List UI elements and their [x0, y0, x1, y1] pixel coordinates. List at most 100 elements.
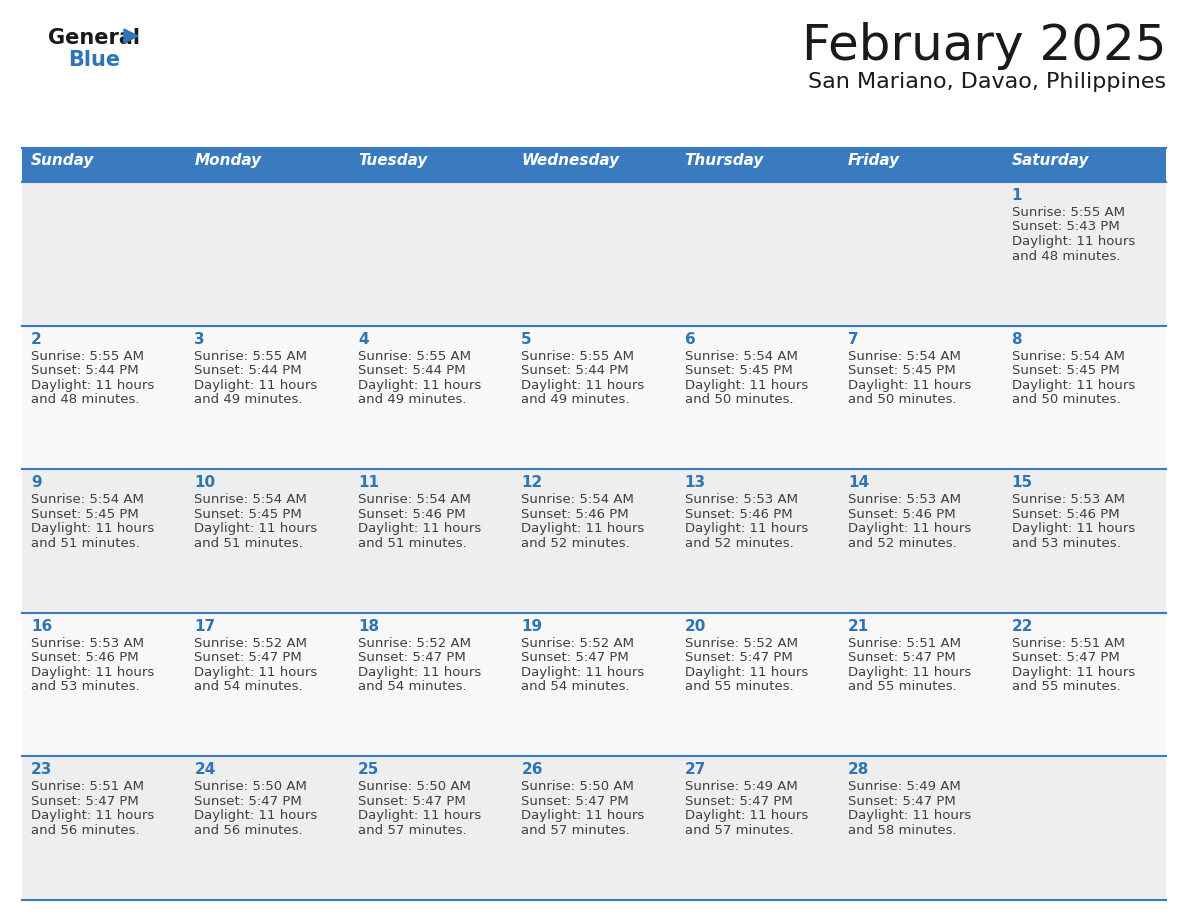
Bar	[185, 326, 349, 469]
Bar	[1003, 613, 1165, 756]
Text: and 55 minutes.: and 55 minutes.	[848, 680, 956, 693]
Text: 4: 4	[358, 331, 368, 347]
Bar	[349, 326, 512, 469]
Text: Sunrise: 5:49 AM: Sunrise: 5:49 AM	[684, 780, 797, 793]
Text: Sunset: 5:47 PM: Sunset: 5:47 PM	[522, 795, 628, 808]
Text: Sunset: 5:47 PM: Sunset: 5:47 PM	[684, 651, 792, 665]
Text: 17: 17	[195, 619, 215, 633]
Text: and 57 minutes.: and 57 minutes.	[358, 823, 467, 837]
Text: Daylight: 11 hours: Daylight: 11 hours	[31, 522, 154, 535]
Text: Sunset: 5:47 PM: Sunset: 5:47 PM	[1011, 651, 1119, 665]
Text: Thursday: Thursday	[684, 153, 764, 168]
Text: Daylight: 11 hours: Daylight: 11 hours	[358, 378, 481, 392]
Text: Sunset: 5:46 PM: Sunset: 5:46 PM	[358, 508, 466, 521]
Text: 2: 2	[31, 331, 42, 347]
Text: Sunset: 5:46 PM: Sunset: 5:46 PM	[848, 508, 956, 521]
Text: 22: 22	[1011, 619, 1034, 633]
Text: 12: 12	[522, 476, 543, 490]
Text: 11: 11	[358, 476, 379, 490]
Bar	[23, 756, 185, 900]
Bar	[1003, 326, 1165, 469]
Text: 5: 5	[522, 331, 532, 347]
Text: Sunset: 5:44 PM: Sunset: 5:44 PM	[195, 364, 302, 377]
Bar	[512, 613, 676, 756]
Text: Sunrise: 5:55 AM: Sunrise: 5:55 AM	[522, 350, 634, 363]
Text: Sunset: 5:47 PM: Sunset: 5:47 PM	[848, 795, 956, 808]
Text: and 54 minutes.: and 54 minutes.	[195, 680, 303, 693]
Bar	[839, 326, 1003, 469]
Bar	[512, 469, 676, 613]
Text: Daylight: 11 hours: Daylight: 11 hours	[1011, 378, 1135, 392]
Text: Sunrise: 5:54 AM: Sunrise: 5:54 AM	[1011, 350, 1125, 363]
Text: and 53 minutes.: and 53 minutes.	[31, 680, 140, 693]
Text: Daylight: 11 hours: Daylight: 11 hours	[195, 666, 317, 678]
Text: Sunset: 5:47 PM: Sunset: 5:47 PM	[358, 651, 466, 665]
Text: 10: 10	[195, 476, 215, 490]
Text: 26: 26	[522, 763, 543, 778]
Bar	[349, 756, 512, 900]
Text: Sunset: 5:43 PM: Sunset: 5:43 PM	[1011, 220, 1119, 233]
Bar	[839, 469, 1003, 613]
Text: Daylight: 11 hours: Daylight: 11 hours	[848, 810, 972, 823]
Text: and 54 minutes.: and 54 minutes.	[358, 680, 467, 693]
Bar	[349, 469, 512, 613]
Text: 14: 14	[848, 476, 870, 490]
Bar	[349, 613, 512, 756]
Text: and 55 minutes.: and 55 minutes.	[1011, 680, 1120, 693]
Text: and 51 minutes.: and 51 minutes.	[358, 537, 467, 550]
Text: Sunrise: 5:51 AM: Sunrise: 5:51 AM	[848, 637, 961, 650]
Text: Sunset: 5:47 PM: Sunset: 5:47 PM	[848, 651, 956, 665]
Bar	[23, 326, 185, 469]
Text: Sunrise: 5:55 AM: Sunrise: 5:55 AM	[31, 350, 144, 363]
Text: Sunset: 5:45 PM: Sunset: 5:45 PM	[31, 508, 139, 521]
Bar	[185, 469, 349, 613]
Text: 15: 15	[1011, 476, 1032, 490]
Text: Daylight: 11 hours: Daylight: 11 hours	[31, 810, 154, 823]
Text: Sunset: 5:47 PM: Sunset: 5:47 PM	[31, 795, 139, 808]
Text: and 57 minutes.: and 57 minutes.	[522, 823, 630, 837]
Text: Sunrise: 5:54 AM: Sunrise: 5:54 AM	[358, 493, 470, 506]
Bar	[23, 182, 185, 326]
Bar	[23, 613, 185, 756]
Text: Daylight: 11 hours: Daylight: 11 hours	[1011, 666, 1135, 678]
Bar	[185, 182, 349, 326]
Text: Sunrise: 5:52 AM: Sunrise: 5:52 AM	[358, 637, 470, 650]
Text: Sunrise: 5:54 AM: Sunrise: 5:54 AM	[31, 493, 144, 506]
Text: Daylight: 11 hours: Daylight: 11 hours	[522, 378, 645, 392]
Text: 7: 7	[848, 331, 859, 347]
Bar	[839, 756, 1003, 900]
Text: and 50 minutes.: and 50 minutes.	[848, 393, 956, 406]
Text: Sunset: 5:45 PM: Sunset: 5:45 PM	[848, 364, 956, 377]
Text: 16: 16	[31, 619, 52, 633]
Text: Sunset: 5:44 PM: Sunset: 5:44 PM	[31, 364, 139, 377]
Bar	[512, 326, 676, 469]
Text: and 51 minutes.: and 51 minutes.	[31, 537, 140, 550]
Text: Sunset: 5:46 PM: Sunset: 5:46 PM	[522, 508, 628, 521]
Bar	[185, 613, 349, 756]
Text: Tuesday: Tuesday	[358, 153, 428, 168]
Text: Sunrise: 5:55 AM: Sunrise: 5:55 AM	[358, 350, 470, 363]
Text: Daylight: 11 hours: Daylight: 11 hours	[684, 522, 808, 535]
Text: Daylight: 11 hours: Daylight: 11 hours	[195, 810, 317, 823]
Text: Sunset: 5:44 PM: Sunset: 5:44 PM	[358, 364, 466, 377]
Bar	[676, 148, 839, 182]
Text: and 49 minutes.: and 49 minutes.	[522, 393, 630, 406]
Text: 24: 24	[195, 763, 216, 778]
Text: Daylight: 11 hours: Daylight: 11 hours	[195, 522, 317, 535]
Text: and 53 minutes.: and 53 minutes.	[1011, 537, 1120, 550]
Text: and 50 minutes.: and 50 minutes.	[684, 393, 794, 406]
Text: and 49 minutes.: and 49 minutes.	[358, 393, 467, 406]
Text: Sunrise: 5:55 AM: Sunrise: 5:55 AM	[1011, 206, 1125, 219]
Text: Daylight: 11 hours: Daylight: 11 hours	[195, 378, 317, 392]
Text: Sunrise: 5:50 AM: Sunrise: 5:50 AM	[522, 780, 634, 793]
Text: Daylight: 11 hours: Daylight: 11 hours	[31, 666, 154, 678]
Text: Daylight: 11 hours: Daylight: 11 hours	[522, 810, 645, 823]
Text: Sunrise: 5:54 AM: Sunrise: 5:54 AM	[684, 350, 797, 363]
Text: Daylight: 11 hours: Daylight: 11 hours	[848, 522, 972, 535]
Text: and 56 minutes.: and 56 minutes.	[31, 823, 140, 837]
Text: and 55 minutes.: and 55 minutes.	[684, 680, 794, 693]
Text: 3: 3	[195, 331, 206, 347]
Text: 6: 6	[684, 331, 695, 347]
Text: General: General	[48, 28, 140, 48]
Text: Sunset: 5:47 PM: Sunset: 5:47 PM	[522, 651, 628, 665]
